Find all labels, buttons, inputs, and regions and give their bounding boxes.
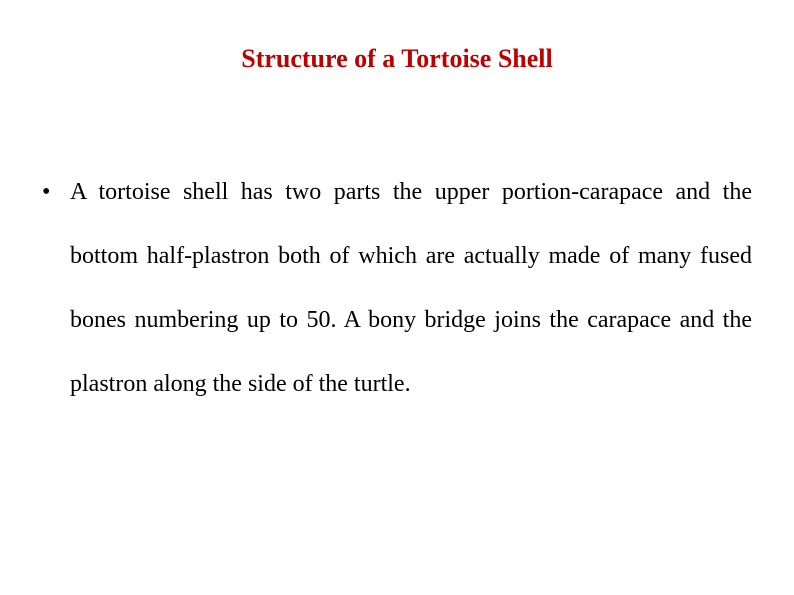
slide: Structure of a Tortoise Shell • A tortoi… xyxy=(0,0,794,595)
bullet-text: A tortoise shell has two parts the upper… xyxy=(70,160,752,416)
bullet-item: • A tortoise shell has two parts the upp… xyxy=(42,160,752,416)
slide-title: Structure of a Tortoise Shell xyxy=(0,44,794,74)
slide-body: • A tortoise shell has two parts the upp… xyxy=(42,160,752,416)
bullet-marker: • xyxy=(42,160,70,224)
